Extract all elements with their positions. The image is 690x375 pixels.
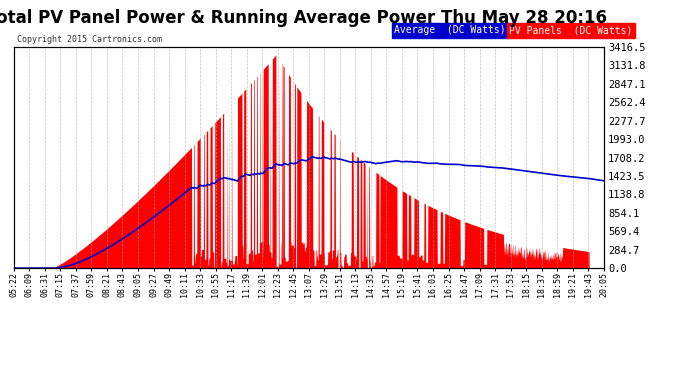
Text: Average  (DC Watts): Average (DC Watts) bbox=[394, 25, 506, 35]
Text: Total PV Panel Power & Running Average Power Thu May 28 20:16: Total PV Panel Power & Running Average P… bbox=[0, 9, 607, 27]
Text: Copyright 2015 Cartronics.com: Copyright 2015 Cartronics.com bbox=[17, 35, 161, 44]
Text: PV Panels  (DC Watts): PV Panels (DC Watts) bbox=[509, 25, 633, 35]
